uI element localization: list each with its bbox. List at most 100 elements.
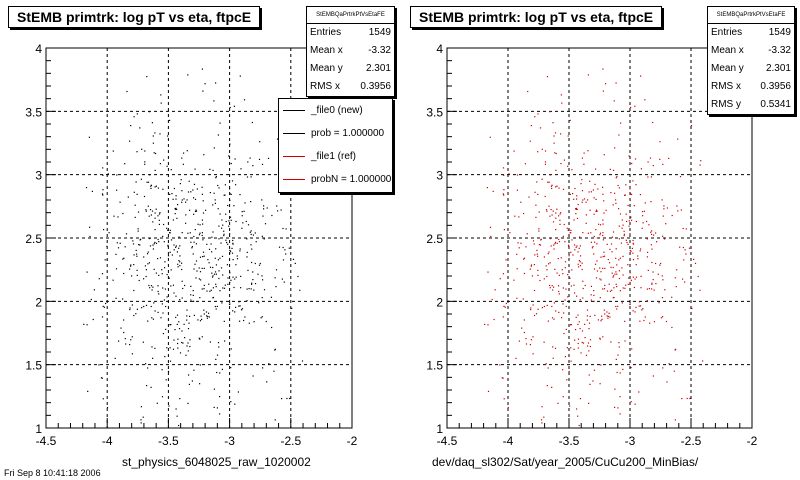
scatter-point xyxy=(529,344,531,346)
scatter-point xyxy=(161,396,164,398)
scatter-point xyxy=(576,245,578,247)
scatter-point xyxy=(248,322,250,324)
scatter-point xyxy=(223,233,225,235)
scatter-point xyxy=(615,199,617,201)
scatter-point xyxy=(123,319,125,321)
scatter-point xyxy=(580,352,582,354)
scatter-point xyxy=(115,297,117,299)
scatter-point xyxy=(158,219,160,221)
scatter-point xyxy=(529,268,531,270)
scatter-point xyxy=(637,255,639,257)
scatter-point xyxy=(186,309,188,311)
scatter-point xyxy=(612,169,615,171)
scatter-point xyxy=(223,194,225,196)
scatter-point xyxy=(599,297,601,299)
scatter-point xyxy=(523,257,526,259)
scatter-point xyxy=(530,339,532,341)
scatter-point xyxy=(260,317,262,319)
scatter-point xyxy=(199,297,201,299)
scatter-point xyxy=(559,213,561,215)
scatter-point xyxy=(691,307,693,309)
scatter-point xyxy=(137,211,140,213)
scatter-point xyxy=(553,135,555,137)
scatter-point xyxy=(190,294,192,296)
scatter-point xyxy=(233,205,235,207)
scatter-point xyxy=(622,224,624,226)
scatter-point xyxy=(543,278,545,280)
scatter-point xyxy=(133,314,135,317)
scatter-point xyxy=(214,202,216,204)
scatter-point xyxy=(602,232,604,234)
scatter-point xyxy=(218,277,220,280)
scatter-point xyxy=(169,347,171,349)
scatter-point xyxy=(243,210,245,212)
scatter-point xyxy=(618,270,620,272)
scatter-point xyxy=(616,286,618,288)
scatter-point xyxy=(181,268,183,271)
scatter-point xyxy=(577,323,579,325)
scatter-point xyxy=(523,331,525,334)
scatter-point xyxy=(553,286,555,288)
scatter-point xyxy=(185,201,187,203)
scatter-point xyxy=(218,270,220,272)
scatter-point xyxy=(194,198,197,200)
scatter-point xyxy=(247,161,249,163)
scatter-point xyxy=(148,262,150,264)
scatter-point xyxy=(638,305,640,307)
scatter-point xyxy=(536,181,538,183)
scatter-point xyxy=(640,168,642,170)
scatter-point xyxy=(608,283,610,285)
scatter-point xyxy=(129,140,131,142)
scatter-point xyxy=(588,322,591,324)
scatter-point xyxy=(266,207,268,209)
scatter-point xyxy=(214,271,217,273)
scatter-point xyxy=(188,383,190,385)
scatter-point xyxy=(503,305,505,307)
scatter-point xyxy=(588,402,590,404)
scatter-point xyxy=(170,285,172,287)
scatter-point xyxy=(684,249,686,251)
scatter-point xyxy=(196,270,198,272)
scatter-point xyxy=(150,285,153,287)
scatter-point xyxy=(627,283,629,285)
scatter-point xyxy=(652,165,654,167)
scatter-point xyxy=(581,330,584,332)
scatter-point xyxy=(157,238,159,241)
scatter-point xyxy=(602,267,604,269)
stats-label: Mean x xyxy=(310,45,343,56)
scatter-point xyxy=(605,83,607,85)
scatter-point xyxy=(593,294,595,296)
scatter-point xyxy=(647,251,649,253)
scatter-point xyxy=(136,253,138,255)
scatter-point xyxy=(240,309,243,311)
scatter-point xyxy=(261,163,264,165)
scatter-point xyxy=(630,279,632,281)
scatter-point xyxy=(558,241,561,243)
scatter-point xyxy=(170,324,172,326)
scatter-point xyxy=(629,249,631,252)
scatter-point xyxy=(219,413,221,415)
scatter-point xyxy=(187,350,189,352)
scatter-point xyxy=(91,190,93,192)
scatter-point xyxy=(518,340,520,342)
scatter-point xyxy=(554,243,556,245)
scatter-point xyxy=(208,248,211,250)
scatter-point xyxy=(579,255,582,257)
scatter-point xyxy=(552,210,554,212)
scatter-point xyxy=(616,308,618,310)
scatter-point xyxy=(587,199,589,201)
scatter-point xyxy=(136,255,138,257)
scatter-point xyxy=(157,187,159,189)
scatter-point xyxy=(525,343,528,345)
scatter-point xyxy=(221,219,223,221)
scatter-point xyxy=(149,245,152,247)
scatter-point xyxy=(169,251,171,253)
scatter-point xyxy=(587,342,590,344)
scatter-point xyxy=(217,208,219,210)
scatter-point xyxy=(232,310,234,312)
stats-value: 0.3956 xyxy=(360,81,391,92)
scatter-point xyxy=(190,191,192,193)
scatter-point xyxy=(630,250,632,252)
scatter-point xyxy=(210,243,212,245)
x-tick-label: -2.5 xyxy=(280,434,301,448)
